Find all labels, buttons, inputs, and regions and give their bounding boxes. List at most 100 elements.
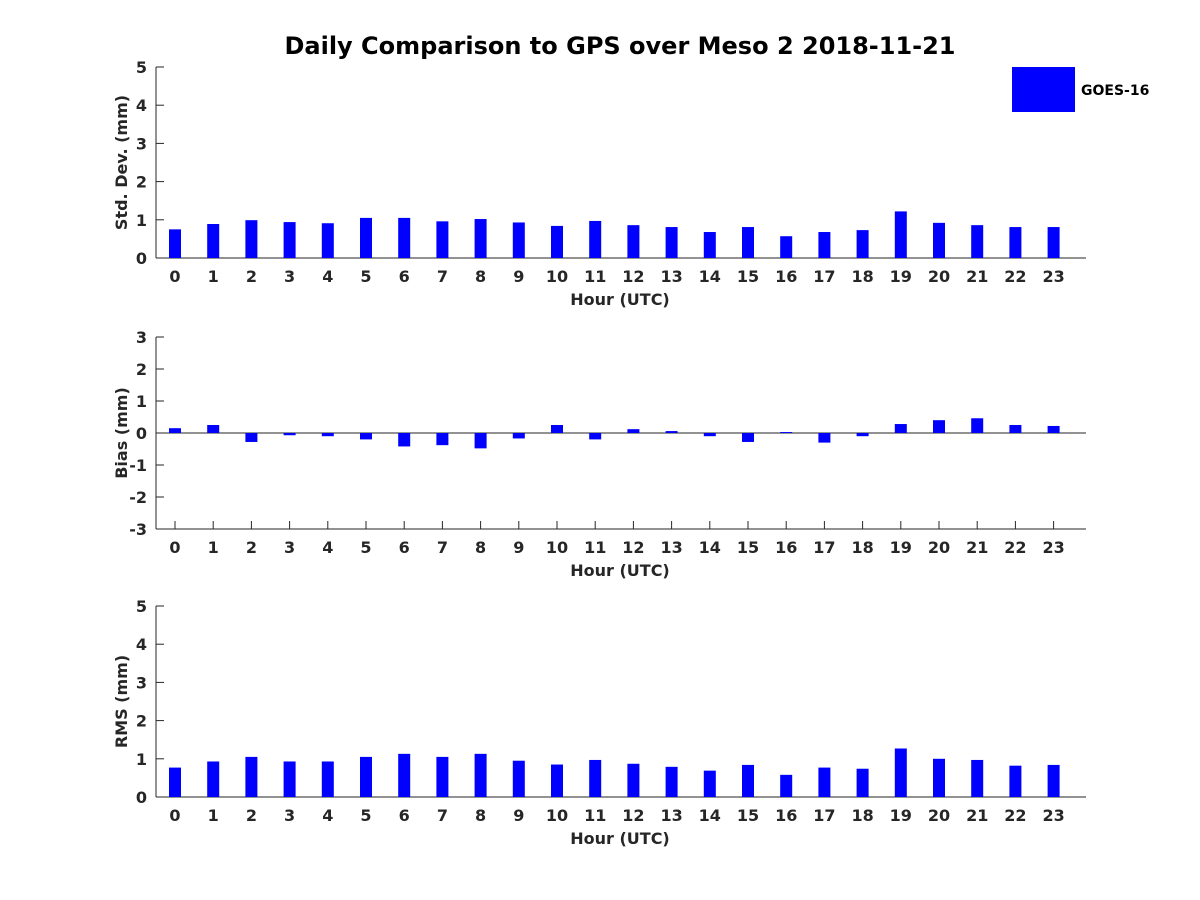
x-tick-label: 20 bbox=[928, 806, 950, 825]
bar-hour-0 bbox=[169, 428, 181, 433]
bar-hour-21 bbox=[971, 418, 984, 433]
x-tick-label: 5 bbox=[360, 806, 371, 825]
legend: GOES-16 bbox=[1012, 67, 1149, 112]
bar-hour-3 bbox=[283, 222, 296, 258]
legend-label-goes-16: GOES-16 bbox=[1081, 83, 1149, 99]
x-tick-label: 15 bbox=[737, 806, 759, 825]
x-tick-label: 13 bbox=[660, 267, 682, 286]
x-tick-label: 22 bbox=[1004, 538, 1026, 557]
bar-hour-18 bbox=[856, 433, 869, 437]
y-tick-label: 4 bbox=[136, 96, 147, 115]
bar-hour-16 bbox=[780, 236, 793, 258]
x-tick-label: 17 bbox=[813, 538, 835, 557]
x-tick-label: 21 bbox=[966, 538, 988, 557]
x-tick-label: 10 bbox=[546, 538, 568, 557]
bar-hour-1 bbox=[207, 761, 220, 797]
bar-hour-14 bbox=[703, 433, 716, 437]
bar-hour-21 bbox=[971, 225, 984, 258]
bar-hour-6 bbox=[398, 753, 411, 797]
y-axis-label: Std. Dev. (mm) bbox=[112, 95, 131, 230]
x-tick-label: 3 bbox=[284, 267, 295, 286]
bar-hour-0 bbox=[169, 229, 181, 258]
bar-hour-6 bbox=[398, 433, 411, 447]
bar-hour-14 bbox=[703, 770, 716, 797]
bar-hour-8 bbox=[474, 219, 487, 258]
x-tick-label: 18 bbox=[851, 267, 873, 286]
x-tick-label: 12 bbox=[622, 267, 644, 286]
bar-hour-1 bbox=[207, 425, 220, 433]
bar-hour-19 bbox=[894, 424, 907, 433]
x-tick-label: 7 bbox=[437, 806, 448, 825]
chart-title: Daily Comparison to GPS over Meso 2 2018… bbox=[284, 32, 955, 60]
bar-hour-0 bbox=[169, 767, 181, 797]
x-tick-label: 0 bbox=[169, 267, 180, 286]
bar-hour-14 bbox=[703, 232, 716, 258]
x-tick-label: 14 bbox=[699, 538, 721, 557]
x-tick-label: 21 bbox=[966, 267, 988, 286]
bar-hour-8 bbox=[474, 433, 487, 449]
x-tick-label: 8 bbox=[475, 538, 486, 557]
x-tick-label: 2 bbox=[246, 806, 257, 825]
y-tick-label: -1 bbox=[129, 456, 147, 475]
bar-hour-12 bbox=[627, 429, 640, 433]
bar-hour-9 bbox=[512, 222, 525, 258]
y-tick-label: 0 bbox=[136, 788, 147, 807]
x-tick-label: 22 bbox=[1004, 806, 1026, 825]
bar-hour-13 bbox=[665, 227, 678, 258]
bar-hour-7 bbox=[436, 433, 449, 446]
x-tick-label: 8 bbox=[475, 806, 486, 825]
bar-hour-5 bbox=[360, 217, 372, 258]
x-tick-label: 17 bbox=[813, 267, 835, 286]
x-tick-label: 3 bbox=[284, 806, 295, 825]
y-tick-label: 0 bbox=[136, 249, 147, 268]
y-tick-label: 0 bbox=[136, 424, 147, 443]
bar-hour-9 bbox=[512, 433, 525, 439]
x-tick-label: 0 bbox=[169, 806, 180, 825]
x-tick-label: 2 bbox=[246, 267, 257, 286]
x-tick-label: 2 bbox=[246, 538, 257, 557]
x-tick-label: 23 bbox=[1042, 538, 1064, 557]
x-tick-label: 14 bbox=[699, 267, 721, 286]
bar-hour-7 bbox=[436, 221, 449, 258]
x-tick-label: 6 bbox=[399, 806, 410, 825]
bar-hour-20 bbox=[933, 222, 945, 258]
bar-hour-4 bbox=[321, 433, 334, 437]
x-tick-label: 1 bbox=[208, 538, 219, 557]
bar-hour-17 bbox=[818, 767, 831, 797]
x-axis-label: Hour (UTC) bbox=[570, 561, 670, 580]
x-tick-label: 16 bbox=[775, 538, 797, 557]
x-tick-label: 8 bbox=[475, 267, 486, 286]
y-tick-label: 5 bbox=[136, 58, 147, 77]
x-tick-label: 15 bbox=[737, 267, 759, 286]
x-tick-label: 14 bbox=[699, 806, 721, 825]
x-tick-label: 18 bbox=[851, 538, 873, 557]
bar-hour-10 bbox=[551, 225, 563, 258]
bar-hour-11 bbox=[589, 433, 602, 440]
bar-hour-17 bbox=[818, 433, 831, 443]
bar-hour-10 bbox=[551, 764, 563, 797]
x-tick-label: 19 bbox=[890, 267, 912, 286]
y-tick-label: 2 bbox=[136, 360, 147, 379]
x-tick-label: 23 bbox=[1042, 806, 1064, 825]
bar-hour-18 bbox=[856, 768, 869, 797]
bar-hour-11 bbox=[589, 220, 602, 258]
bar-hour-2 bbox=[245, 756, 258, 797]
bar-hour-1 bbox=[207, 224, 220, 258]
x-tick-label: 12 bbox=[622, 538, 644, 557]
x-tick-label: 7 bbox=[437, 538, 448, 557]
x-axis-label: Hour (UTC) bbox=[570, 829, 670, 848]
x-tick-label: 10 bbox=[546, 806, 568, 825]
bar-hour-20 bbox=[933, 758, 945, 797]
bar-hour-3 bbox=[283, 433, 296, 436]
x-tick-label: 1 bbox=[208, 267, 219, 286]
y-tick-label: 1 bbox=[136, 392, 147, 411]
bar-hour-16 bbox=[780, 774, 793, 797]
x-tick-label: 5 bbox=[360, 267, 371, 286]
bar-hour-11 bbox=[589, 759, 602, 797]
bar-hour-4 bbox=[321, 761, 334, 797]
x-tick-label: 13 bbox=[660, 538, 682, 557]
y-tick-label: 5 bbox=[136, 597, 147, 616]
x-tick-label: 23 bbox=[1042, 267, 1064, 286]
x-tick-label: 17 bbox=[813, 806, 835, 825]
bar-hour-8 bbox=[474, 753, 487, 797]
